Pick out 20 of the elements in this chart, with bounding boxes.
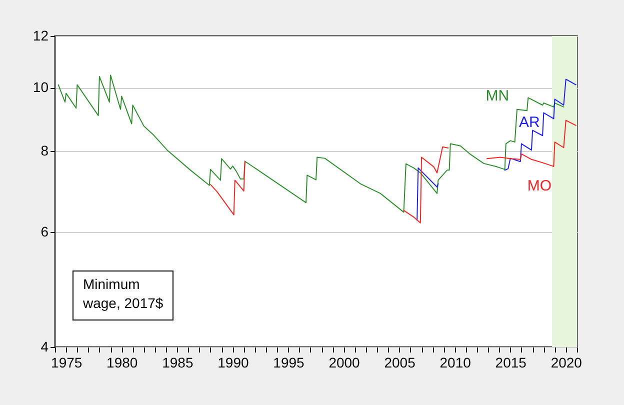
series-label: AR: [519, 114, 540, 131]
x-tick-label: 1980: [106, 354, 138, 370]
x-tick-label: 2010: [440, 354, 472, 370]
y-tick-label: 6: [40, 224, 49, 240]
y-tick-label: 10: [32, 79, 49, 96]
x-tick-label: 1990: [218, 354, 249, 370]
x-tick-label: 2015: [495, 354, 527, 370]
x-tick-label: 1975: [51, 354, 82, 370]
series-label: MO: [527, 177, 552, 194]
x-tick-label: 1995: [273, 354, 305, 370]
x-tick-label: 2020: [550, 354, 582, 370]
x-tick-label: 1985: [162, 354, 194, 370]
y-tick-label: 12: [32, 28, 49, 44]
series-label: MN: [486, 87, 510, 104]
y-tick-label: 8: [40, 142, 49, 158]
annotation: Minimum wage, 2017$: [82, 276, 164, 311]
y-tick-label: 4: [40, 338, 49, 354]
line-series: [58, 74, 564, 213]
x-tick-label: 2000: [328, 354, 360, 370]
x-tick-label: 2005: [384, 354, 416, 370]
